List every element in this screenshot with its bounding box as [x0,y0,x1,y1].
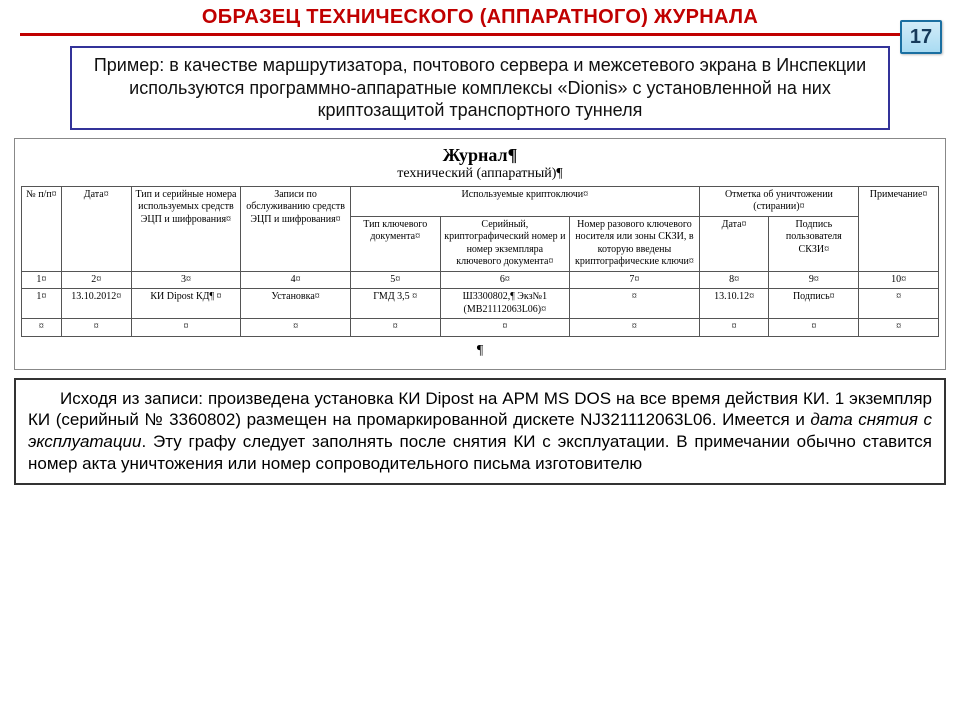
col-destruction-mark: Отметка об уничтожении (стирании)¤ [699,186,858,216]
numcell: 1¤ [22,271,62,289]
cell-keytype: ГМД 3,5 ¤ [350,289,440,319]
numcell: 5¤ [350,271,440,289]
col-note: Примечание¤ [859,186,939,271]
cell-note: ¤ [859,289,939,319]
example-description-box: Пример: в качестве маршрутизатора, почто… [70,46,890,130]
cell-service: Установка¤ [241,289,351,319]
numcell: 8¤ [699,271,769,289]
footer-explanation-box: Исходя из записи: произведена установка … [14,378,946,485]
subcol-serial-crypto-num: Серийный, криптографический номер и номе… [440,216,570,271]
empty-cell: ¤ [241,319,351,337]
cell-date: 13.10.2012¤ [61,289,131,319]
col-date: Дата¤ [61,186,131,271]
table-number-row: 1¤ 2¤ 3¤ 4¤ 5¤ 6¤ 7¤ 8¤ 9¤ 10¤ [22,271,939,289]
page-number-badge: 17 [900,20,942,54]
page-title: ОБРАЗЕЦ ТЕХНИЧЕСКОГО (АППАРАТНОГО) ЖУРНА… [20,6,940,29]
cell-ddate: 13.10.12¤ [699,289,769,319]
empty-cell: ¤ [699,319,769,337]
empty-cell: ¤ [440,319,570,337]
table-header-row-1: № п/п¤ Дата¤ Тип и серийные номера испол… [22,186,939,216]
journal-table-container: Журнал¶ технический (аппаратный)¶ № п/п¤… [14,138,946,370]
empty-cell: ¤ [131,319,241,337]
cell-carrier: ¤ [570,289,700,319]
subcol-key-doc-type: Тип ключевого документа¤ [350,216,440,271]
journal-table: № п/п¤ Дата¤ Тип и серийные номера испол… [21,186,939,337]
footer-text-part1: Исходя из записи: произведена установка … [28,389,932,430]
numcell: 10¤ [859,271,939,289]
col-service-records: Записи по обслуживанию средств ЭЦП и шиф… [241,186,351,271]
cell-type: КИ Dipost КД¶ ¤ [131,289,241,319]
paragraph-mark: ¶ [21,343,939,359]
table-data-row: 1¤ 13.10.2012¤ КИ Dipost КД¶ ¤ Установка… [22,289,939,319]
empty-cell: ¤ [570,319,700,337]
empty-cell: ¤ [22,319,62,337]
col-type-serial: Тип и серийные номера используемых средс… [131,186,241,271]
col-num: № п/п¤ [22,186,62,271]
numcell: 2¤ [61,271,131,289]
cell-serial: Ш3300802,¶ Экз№1 (МВ21112063L06)¤ [440,289,570,319]
empty-cell: ¤ [859,319,939,337]
title-underline [20,33,940,36]
subcol-destruct-date: Дата¤ [699,216,769,271]
table-empty-row: ¤ ¤ ¤ ¤ ¤ ¤ ¤ ¤ ¤ ¤ [22,319,939,337]
col-crypto-keys: Используемые криптоключи¤ [350,186,699,216]
numcell: 3¤ [131,271,241,289]
subcol-user-signature: Подпись пользователя СКЗИ¤ [769,216,859,271]
subcol-carrier-num: Номер разового ключевого носителя или зо… [570,216,700,271]
footer-text-part2: . Эту графу следует заполнять после снят… [28,432,932,473]
numcell: 7¤ [570,271,700,289]
empty-cell: ¤ [769,319,859,337]
journal-subheading: технический (аппаратный)¶ [21,166,939,182]
numcell: 6¤ [440,271,570,289]
cell-sign: Подпись¤ [769,289,859,319]
cell-num: 1¤ [22,289,62,319]
journal-heading: Журнал¶ [21,145,939,166]
numcell: 9¤ [769,271,859,289]
empty-cell: ¤ [350,319,440,337]
empty-cell: ¤ [61,319,131,337]
numcell: 4¤ [241,271,351,289]
